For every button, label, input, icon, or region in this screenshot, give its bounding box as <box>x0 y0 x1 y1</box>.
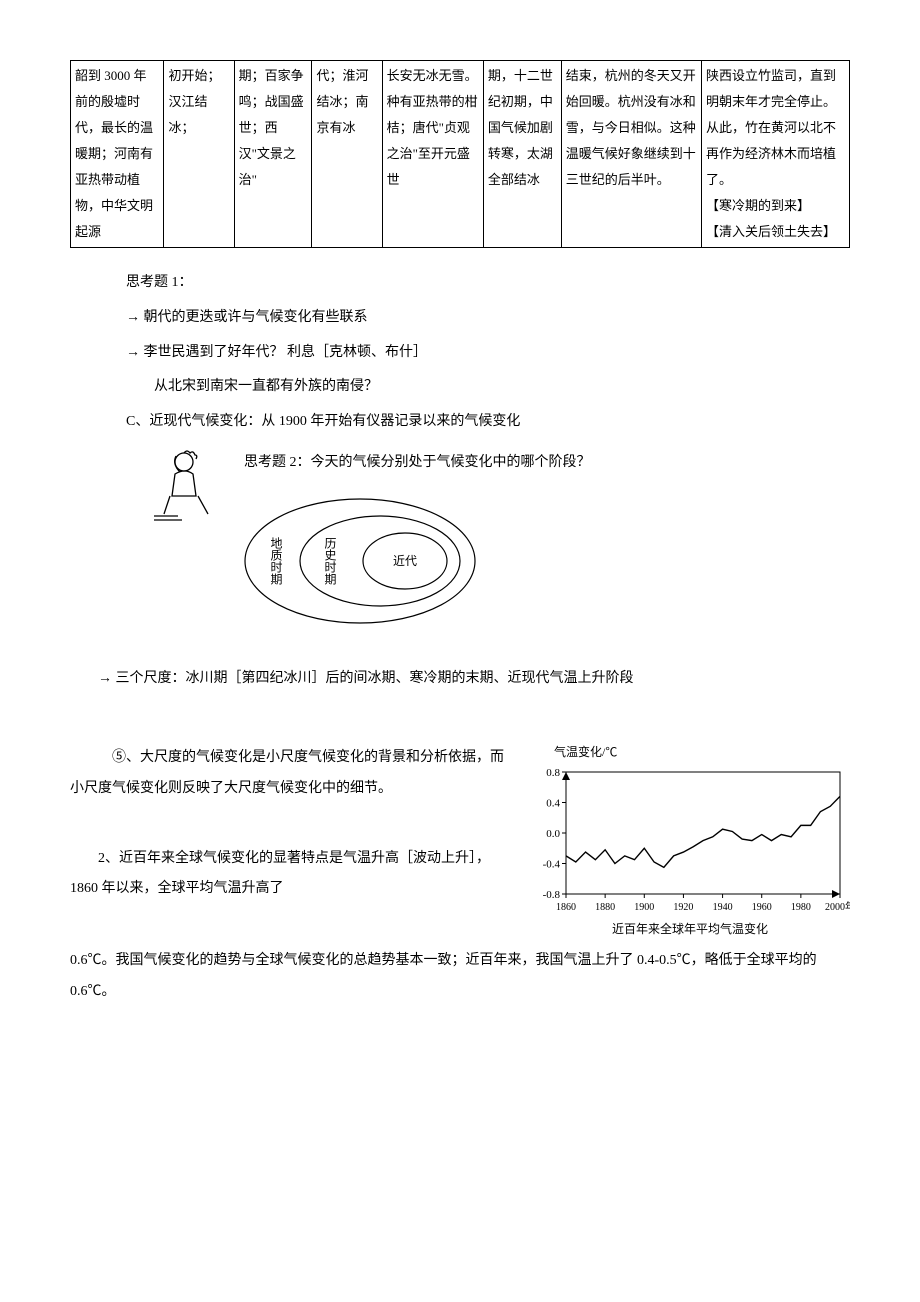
question-1-heading: 思考题 1： <box>70 268 850 299</box>
svg-text:-0.4: -0.4 <box>543 858 561 870</box>
q1-line-2: → 李世民遇到了好年代？ 利息［克林顿、布什］ <box>70 338 850 369</box>
q1-line-1: → 朝代的更迭或许与气候变化有些联系 <box>70 303 850 334</box>
chart-title: 近百年来全球年平均气温变化 <box>530 916 850 942</box>
cell: 韶到 3000 年前的殷墟时代，最长的温暖期；河南有亚热带动植物，中华文明起源 <box>71 61 164 248</box>
paragraph-5: ⑤、大尺度的气候变化是小尺度气候变化的背景和分析依据，而小尺度气候变化则反映了大… <box>70 743 512 805</box>
temperature-chart: 气温变化/℃ -0.8 -0.4 0.0 0.4 0.8 1860 1880 1900 1920… <box>530 739 850 942</box>
history-climate-table: 韶到 3000 年前的殷墟时代，最长的温暖期；河南有亚热带动植物，中华文明起源 … <box>70 60 850 248</box>
svg-text:1960: 1960 <box>752 902 772 913</box>
cell: 结束，杭州的冬天又开始回暖。杭州没有冰和雪，与今日相似。这种温暖气候好象继续到十… <box>561 61 701 248</box>
thinking-person-icon <box>150 444 230 524</box>
cell: 陕西设立竹监司，直到明朝末年才完全停止。从此，竹在黄河以北不再作为经济林木而培植… <box>701 61 849 248</box>
question-2: 思考题 2：今天的气候分别处于气候变化中的哪个阶段？ <box>230 448 850 479</box>
paragraph-6a: 2、近百年来全球气候变化的显著特点是气温升高［波动上升］，1860 年以来，全球… <box>70 844 512 906</box>
cell: 代；淮河结冰；南京有冰 <box>312 61 382 248</box>
svg-text:0.8: 0.8 <box>546 767 560 779</box>
svg-text:1920: 1920 <box>673 902 693 913</box>
svg-text:0.4: 0.4 <box>546 797 560 809</box>
svg-text:1860: 1860 <box>556 902 576 913</box>
cell: 期，十二世纪初期，中国气候加剧转寒，太湖全部结冰 <box>483 61 561 248</box>
svg-text:1980: 1980 <box>791 902 811 913</box>
cell: 期；百家争鸣；战国盛世；西汉"文景之治" <box>234 61 312 248</box>
q1-line-3: 从北宋到南宋一直都有外族的南侵？ <box>70 372 850 403</box>
cell: 初开始；汉江结冰； <box>164 61 234 248</box>
svg-text:0.0: 0.0 <box>546 828 560 840</box>
svg-text:2000年: 2000年 <box>825 900 850 913</box>
three-scales-line: → 三个尺度：冰川期［第四纪冰川］后的间冰期、寒冷期的末期、近现代气温上升阶段 <box>70 664 850 695</box>
svg-text:1880: 1880 <box>595 902 615 913</box>
oval-diagram: 地质时期 历史时期 近代 <box>230 483 490 633</box>
paragraph-6b: 0.6℃。我国气候变化的趋势与全球气候变化的总趋势基本一致；近百年来，我国气温上… <box>70 946 850 1008</box>
table-row: 韶到 3000 年前的殷墟时代，最长的温暖期；河南有亚热带动植物，中华文明起源 … <box>71 61 850 248</box>
oval-middle-label: 历史时期 <box>323 537 337 585</box>
chart-ylabel: 气温变化/℃ <box>530 739 850 765</box>
section-c: C、近现代气候变化：从 1900 年开始有仪器记录以来的气候变化 <box>70 407 850 438</box>
svg-text:-0.8: -0.8 <box>543 889 561 901</box>
svg-text:1940: 1940 <box>713 902 733 913</box>
svg-text:1900: 1900 <box>634 902 654 913</box>
cell: 长安无冰无雪。种有亚热带的柑桔；唐代"贞观之治"至开元盛世 <box>382 61 483 248</box>
oval-inner-label: 近代 <box>393 554 417 568</box>
oval-outer-label: 地质时期 <box>269 536 283 584</box>
